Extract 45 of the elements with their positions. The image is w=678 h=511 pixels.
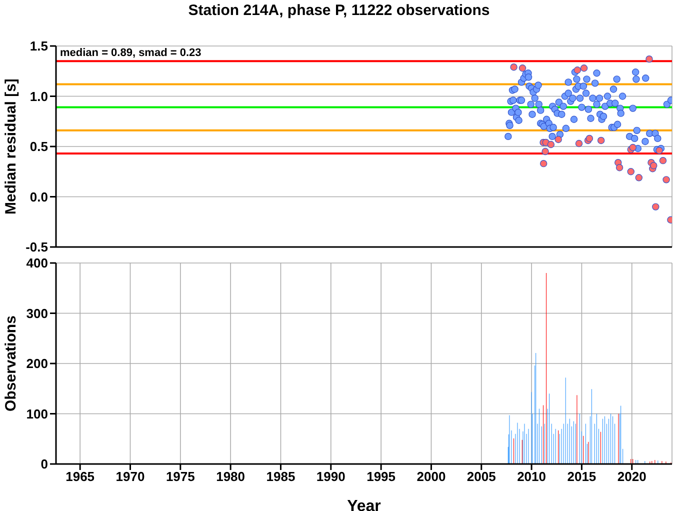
chart-title: Station 214A, phase P, 11222 observations: [187, 2, 491, 19]
point: [574, 66, 581, 74]
point: [540, 160, 548, 168]
point: [597, 136, 605, 144]
point: [542, 148, 549, 156]
y-axis-title: Observations: [2, 316, 20, 412]
x-tick-label: 2005: [466, 469, 496, 484]
point: [646, 55, 653, 63]
y-tick-label: -0.5: [26, 240, 48, 255]
point: [547, 140, 555, 148]
point: [554, 136, 562, 144]
x-tick-label: 2000: [416, 469, 446, 484]
point: [616, 164, 624, 172]
x-tick-label: 1995: [366, 469, 396, 484]
x-tick-label: 1970: [116, 469, 145, 484]
annotation: median = 0.89, smad = 0.23: [58, 47, 204, 59]
x-axis-title: Year: [347, 498, 381, 511]
y-tick-label: 300: [26, 306, 48, 321]
point: [659, 156, 667, 164]
y-tick-label: 1.0: [30, 88, 48, 104]
point: [510, 64, 518, 71]
y-axis-title: Median residual [s]: [2, 78, 20, 214]
y-tick-label: 100: [26, 406, 48, 422]
point: [635, 174, 642, 182]
x-tick-label: 1975: [166, 469, 195, 484]
point: [650, 162, 658, 170]
y-tick-label: 0.0: [30, 189, 48, 204]
y-tick-label: 400: [26, 256, 48, 271]
point: [580, 64, 588, 72]
x-tick-label: 1965: [66, 469, 95, 484]
x-tick-label: 2020: [617, 469, 646, 484]
y-tick-label: 0: [40, 456, 48, 472]
x-tick-label: 1985: [266, 469, 296, 484]
y-tick-label: 1.5: [30, 38, 48, 54]
point: [627, 168, 634, 176]
x-tick-label: 1980: [216, 469, 246, 484]
point: [652, 203, 660, 210]
x-tick-label: 2010: [517, 469, 546, 484]
y-tick-label: 200: [26, 356, 48, 372]
x-tick-label: 2015: [567, 469, 596, 484]
point: [662, 176, 670, 184]
point: [575, 140, 583, 148]
x-tick-label: 1990: [316, 469, 346, 484]
point: [518, 64, 526, 72]
y-tick-label: 0.5: [30, 139, 48, 154]
